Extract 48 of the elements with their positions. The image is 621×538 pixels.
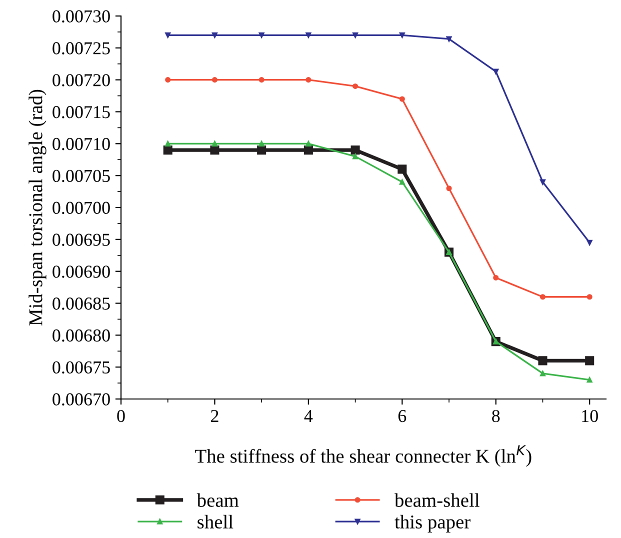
y-tick-label: 0.00710 [52,138,110,150]
y-tick-label: 0.00670 [52,393,110,406]
point [304,146,313,155]
point [258,77,264,83]
point [258,140,264,146]
y-tick-label: 0.00725 [52,42,110,54]
legend-label: beam [196,493,239,507]
y-tick-label: 0.00715 [52,106,110,118]
y-tick-label: 0.00680 [52,329,110,342]
y-tick-label: 0.00730 [52,10,110,23]
x-tick-label: 6 [398,410,406,422]
point [212,140,218,146]
y-tick-label: 0.00690 [52,266,110,278]
point [306,140,312,146]
point [163,146,172,155]
y-tick-label: 0.00705 [52,170,110,182]
x-tick-label: 0 [117,410,125,422]
point [350,146,360,155]
point [257,146,266,155]
point [165,140,171,146]
point [446,186,452,192]
x-axis-title: The stiffness of the shear connecter K (ln$^{K}$) [195,445,532,467]
x-tick-label: 10 [582,410,598,422]
point [352,83,358,89]
point [585,356,594,366]
legend-label: shell [198,514,234,529]
x-tick-label: 8 [492,410,500,422]
y-tick-label: 0.00695 [52,234,110,246]
point [540,294,546,300]
legend-label: this paper [394,514,470,532]
y-axis-title: Mid-span torsional angle (rad) [28,90,46,326]
point [165,77,171,83]
point [212,77,218,83]
y-tick-label: 0.00675 [52,361,110,374]
y-tick-label: 0.00685 [52,298,110,310]
point [399,96,405,102]
point [493,274,499,280]
point [210,146,220,155]
point [538,356,548,366]
point [586,294,592,300]
y-tick-label: 0.00700 [52,202,110,214]
point [398,164,407,174]
point [446,36,452,42]
x-tick-label: 4 [304,410,313,422]
x-tick-label: 2 [211,410,218,422]
legend-label: beam-shell [394,493,480,507]
y-tick-label: 0.00720 [52,74,110,86]
point [306,77,312,83]
